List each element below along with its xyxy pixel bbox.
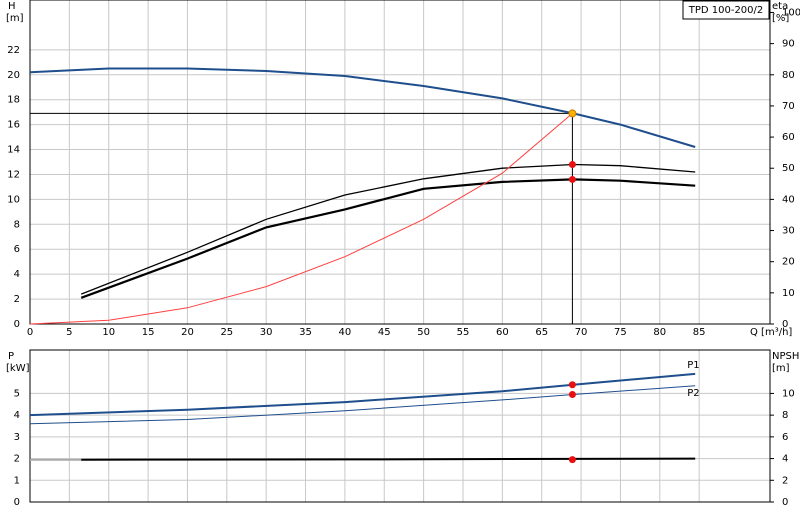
- x-tick-label: 85: [693, 327, 706, 338]
- y2-tick-label: 30: [782, 226, 795, 237]
- duty-point: [568, 381, 576, 389]
- series-line: [80, 178, 696, 299]
- y-tick-label: 0: [14, 319, 20, 330]
- x-tick-label: 30: [260, 327, 273, 338]
- y-tick-label: 14: [7, 145, 20, 156]
- series-label: P2: [687, 388, 699, 399]
- title-box: [682, 0, 770, 20]
- series-label: P1: [687, 360, 699, 371]
- y2-tick-label: 10: [782, 388, 795, 399]
- series-line: [29, 113, 573, 325]
- duty-point: [568, 456, 576, 464]
- y-tick-label: 4: [14, 269, 20, 280]
- y-tick-label: 18: [7, 95, 20, 106]
- x-tick-label: 5: [66, 327, 72, 338]
- y-tick-label: 2: [14, 294, 20, 305]
- y2-tick-label: 40: [782, 194, 795, 205]
- y2-tick-label: 4: [782, 454, 788, 465]
- series-line: [81, 457, 696, 461]
- y-tick-label: 8: [14, 219, 20, 230]
- duty-point: [568, 109, 577, 118]
- y2-tick-label: 2: [782, 475, 788, 486]
- y2-axis-unit: [m]: [772, 363, 790, 374]
- y2-tick-label: 70: [782, 101, 795, 112]
- y-tick-label: 3: [14, 432, 20, 443]
- x-tick-label: 45: [378, 327, 391, 338]
- y2-tick-label: 0: [782, 319, 788, 330]
- x-tick-label: 75: [614, 327, 627, 338]
- chart-title: TPD 100-200/2: [688, 5, 764, 16]
- duty-point: [568, 391, 576, 399]
- x-tick-label: 70: [575, 327, 588, 338]
- y2-axis-label: NPSH: [772, 351, 799, 362]
- y2-tick-label: 100: [782, 7, 800, 18]
- plot-area: [30, 0, 770, 324]
- x-tick-label: 55: [457, 327, 470, 338]
- y-tick-label: 16: [7, 120, 20, 131]
- x-tick-label: 80: [653, 327, 666, 338]
- series-line: [29, 67, 696, 148]
- y-tick-label: 22: [7, 45, 20, 56]
- y2-axis-label: eta: [772, 1, 788, 12]
- x-tick-label: 20: [181, 327, 194, 338]
- y-tick-label: 2: [14, 454, 20, 465]
- duty-point: [568, 160, 576, 168]
- x-tick-label: 15: [142, 327, 155, 338]
- y-axis-label: H: [8, 1, 16, 12]
- x-axis-label: Q [m³/h]: [750, 327, 792, 338]
- duty-point: [568, 175, 576, 183]
- plot-border: [29, 0, 771, 325]
- y-axis-unit: [m]: [6, 13, 24, 24]
- y2-tick-label: 50: [782, 163, 795, 174]
- plot-border: [29, 349, 771, 503]
- x-tick-label: 65: [535, 327, 548, 338]
- y-tick-label: 10: [7, 194, 20, 205]
- x-tick-label: 60: [496, 327, 509, 338]
- y2-tick-label: 20: [782, 257, 795, 268]
- x-tick-label: 10: [102, 327, 115, 338]
- y-tick-label: 1: [14, 475, 20, 486]
- y2-tick-label: 8: [782, 410, 788, 421]
- y-tick-label: 4: [14, 410, 20, 421]
- series-line: [80, 163, 696, 295]
- y-tick-label: 20: [7, 70, 20, 81]
- y-axis-label: P: [8, 351, 14, 362]
- x-tick-label: 50: [417, 327, 430, 338]
- y-tick-label: 5: [14, 388, 20, 399]
- series-line: [29, 372, 696, 417]
- x-tick-label: 40: [339, 327, 352, 338]
- series-line: [29, 385, 696, 425]
- y2-tick-label: 10: [782, 288, 795, 299]
- y2-tick-label: 6: [782, 432, 788, 443]
- y-tick-label: 6: [14, 244, 20, 255]
- y2-axis-unit: [%]: [772, 13, 789, 24]
- y2-tick-label: 90: [782, 39, 795, 50]
- y2-tick-label: 80: [782, 70, 795, 81]
- x-tick-label: 35: [299, 327, 312, 338]
- y2-tick-label: 60: [782, 132, 795, 143]
- x-tick-label: 25: [220, 327, 233, 338]
- y-tick-label: 12: [7, 169, 20, 180]
- x-tick-label: 0: [27, 327, 33, 338]
- y-tick-label: 0: [14, 497, 20, 508]
- y2-tick-label: 0: [782, 497, 788, 508]
- plot-area: [30, 350, 770, 502]
- y-axis-unit: [kW]: [6, 363, 30, 374]
